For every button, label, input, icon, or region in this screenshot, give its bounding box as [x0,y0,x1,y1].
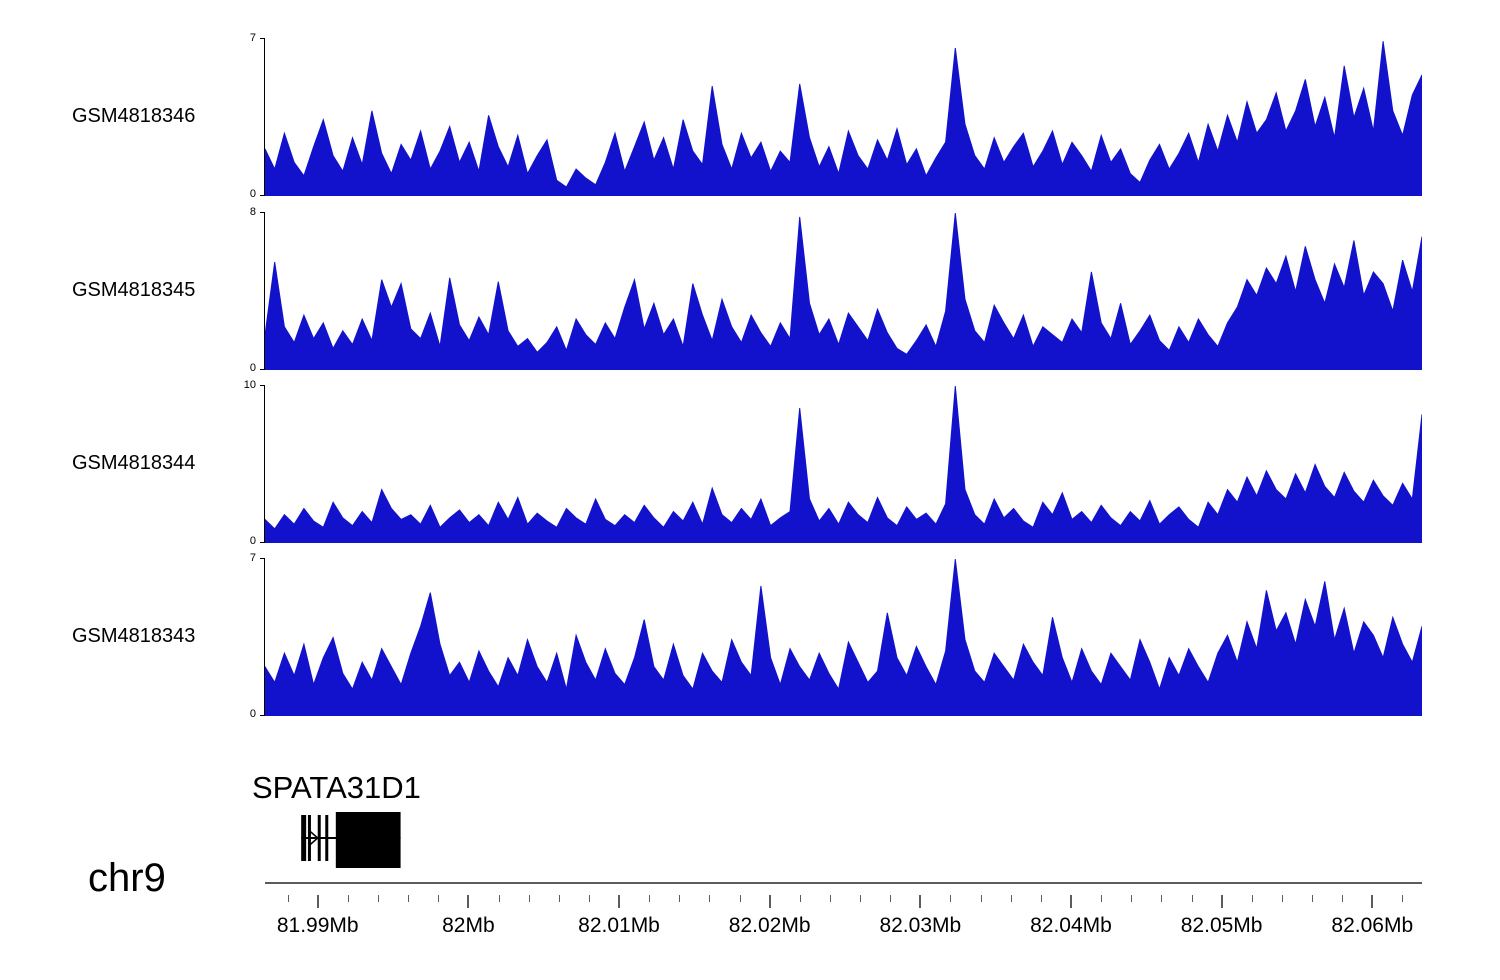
axis-minor-tick [1312,895,1314,902]
axis-minor-tick [1010,895,1012,902]
y-axis-line [264,558,265,716]
gene-name-label: SPATA31D1 [252,770,421,805]
genome-axis-line [265,882,1422,884]
axis-minor-tick [829,895,831,902]
axis-tick-label: 82.04Mb [1030,914,1112,937]
strand-arrow-icon [309,830,319,846]
y-axis-top-tick [260,558,265,559]
y-axis-bottom-tick [260,369,265,370]
y-axis-line [264,38,265,196]
axis-tick-label: 81.99Mb [276,914,359,937]
coverage-area-GSM4818346 [265,41,1422,196]
axis-minor-tick [980,895,982,902]
y-axis-top-tick [260,385,265,386]
axis-tick-label: 82.01Mb [578,914,660,937]
axis-minor-tick [799,895,801,902]
y-axis-bottom-tick [260,542,265,543]
axis-tick-label: 82.05Mb [1180,914,1263,937]
axis-major-tick [919,895,922,908]
gene-model-glyph [301,812,401,868]
gene-exon-box [335,812,401,868]
y-axis-bottom-tick [260,715,265,716]
axis-minor-tick [1101,895,1103,902]
y-axis-line [264,385,265,543]
coverage-area-GSM4818344 [265,385,1422,543]
axis-minor-tick [890,895,892,902]
axis-major-tick [618,895,621,908]
axis-tick-label: 82.02Mb [728,914,811,937]
y-axis-min-label: 0 [249,362,256,374]
gene-exon-tick [307,815,311,861]
coverage-area-GSM4818345 [265,212,1422,370]
track-label: GSM4818345 [72,279,196,301]
coverage-polygon [265,558,1422,716]
axis-minor-tick [347,895,349,902]
axis-minor-tick [1191,895,1193,902]
axis-minor-tick [1161,895,1163,902]
coverage-area-GSM4818343 [265,558,1422,716]
y-axis-max-label: 10 [243,379,256,391]
axis-major-tick [1069,895,1072,908]
axis-major-tick [1371,895,1374,908]
signal-track-row: GSM4818345 8 0 [0,206,1500,374]
track-label: GSM4818344 [72,452,196,474]
axis-minor-tick [377,895,379,902]
axis-minor-tick [1402,895,1404,902]
signal-track-row: GSM4818344 10 0 [0,379,1500,547]
axis-major-tick [1220,895,1223,908]
signal-track-row: GSM4818346 7 0 [0,32,1500,200]
gene-exon-tick [325,815,329,861]
y-axis-max-label: 7 [249,552,256,564]
y-axis-min-label: 0 [249,188,256,200]
y-axis-top-tick [260,212,265,213]
axis-minor-tick [1342,895,1344,902]
axis-major-tick [467,895,470,908]
axis-minor-tick [950,895,952,902]
y-axis-bottom-tick [260,195,265,196]
axis-minor-tick [1281,895,1283,902]
y-axis-max-label: 8 [249,206,256,218]
axis-minor-tick [408,895,410,902]
track-label: GSM4818343 [72,625,196,647]
gene-exon-tick [317,815,321,861]
chromosome-label: chr9 [88,856,166,900]
axis-minor-tick [1040,895,1042,902]
y-axis-line [264,212,265,370]
y-axis-min-label: 0 [249,708,256,720]
axis-major-tick [316,895,319,908]
axis-minor-tick [287,895,289,902]
axis-minor-tick [438,895,440,902]
coverage-polygon [265,385,1422,543]
axis-minor-tick [860,895,862,902]
axis-minor-tick [649,895,651,902]
gene-exon-tick [301,815,307,861]
y-axis-max-label: 7 [249,32,256,44]
axis-minor-tick [498,895,500,902]
y-axis-top-tick [260,38,265,39]
signal-track-row: GSM4818343 7 0 [0,552,1500,720]
axis-minor-tick [588,895,590,902]
coverage-polygon [265,212,1422,370]
axis-tick-label: 82.03Mb [879,914,962,937]
axis-major-tick [768,895,771,908]
axis-minor-tick [739,895,741,902]
axis-minor-tick [528,895,530,902]
axis-minor-tick [1251,895,1253,902]
axis-tick-label: 82.06Mb [1331,914,1414,937]
coverage-polygon [265,41,1422,196]
axis-tick-label: 82Mb [442,914,495,937]
axis-minor-tick [679,895,681,902]
track-label: GSM4818346 [72,105,196,127]
axis-minor-tick [1131,895,1133,902]
axis-minor-tick [709,895,711,902]
y-axis-min-label: 0 [249,535,256,547]
axis-minor-tick [558,895,560,902]
